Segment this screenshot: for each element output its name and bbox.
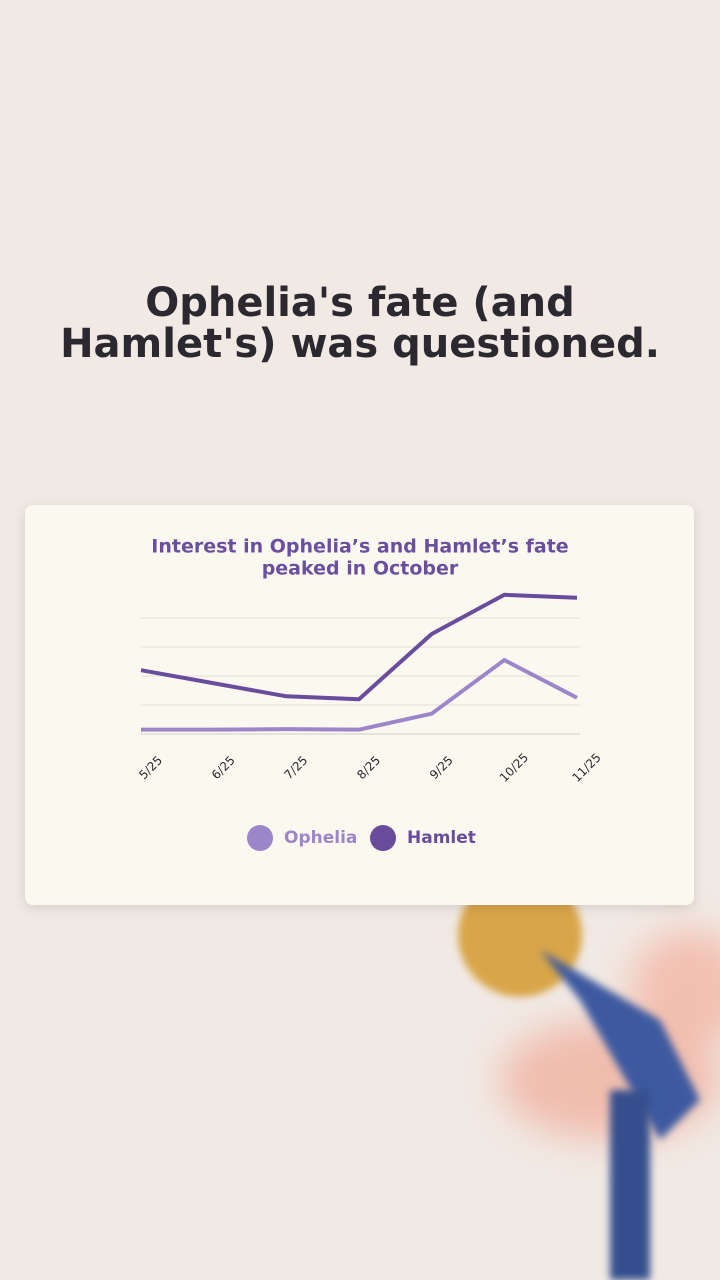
headline: Ophelia's fate (and Hamlet's) was questi… — [60, 280, 660, 367]
chart: Interest in Ophelia’s and Hamlet’s fate … — [136, 536, 604, 851]
legend-label: Ophelia — [284, 828, 357, 848]
chart-title: peaked in October — [262, 558, 459, 580]
series-line — [141, 658, 578, 732]
legend-swatch — [370, 825, 396, 851]
microphone-art — [458, 873, 720, 1280]
legend-label: Hamlet — [407, 828, 476, 848]
headline-line: Ophelia's fate (and — [145, 280, 575, 326]
chart-title: Interest in Ophelia’s and Hamlet’s fate — [151, 536, 568, 558]
headline-line: Hamlet's) was questioned. — [60, 321, 660, 367]
series-line — [140, 592, 578, 702]
legend-swatch — [247, 825, 273, 851]
